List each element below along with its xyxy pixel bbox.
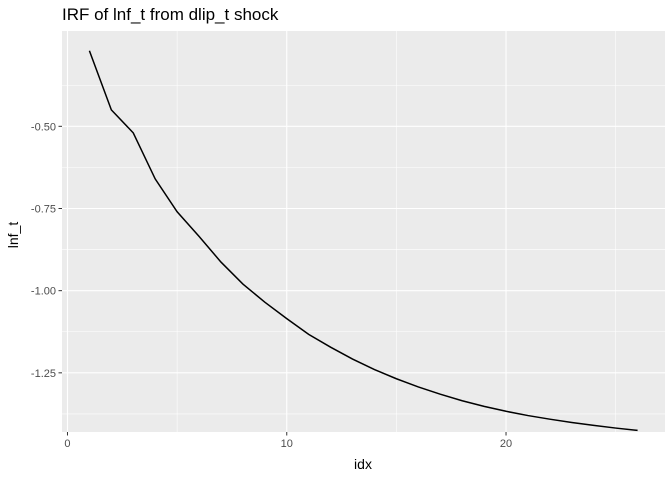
y-tick-label: -1.00 — [31, 286, 56, 298]
y-axis-title: lnf_t — [5, 222, 21, 249]
major-gridlines — [62, 31, 665, 432]
y-axis: -0.50 -0.75 -1.00 -1.25 — [31, 121, 62, 380]
x-tick-label: 0 — [64, 438, 70, 450]
series-line — [88, 50, 638, 432]
y-tick-label: -0.50 — [31, 121, 56, 133]
x-tick-label: 10 — [281, 438, 293, 450]
y-tick-label: -0.75 — [31, 203, 56, 215]
chart-title: IRF of lnf_t from dlip_t shock — [62, 5, 279, 24]
x-axis-title: idx — [354, 456, 372, 472]
x-axis: 0 10 20 — [64, 432, 512, 450]
minor-gridlines — [62, 31, 665, 432]
y-tick-label: -1.25 — [31, 368, 56, 380]
x-tick-label: 20 — [500, 438, 512, 450]
plot-panel — [62, 31, 665, 432]
